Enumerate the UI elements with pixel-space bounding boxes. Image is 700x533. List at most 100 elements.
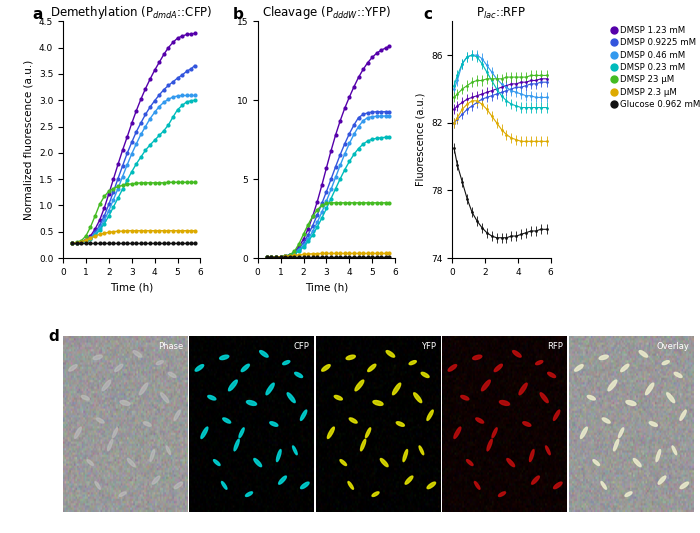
Ellipse shape bbox=[540, 393, 548, 402]
Ellipse shape bbox=[498, 492, 505, 496]
Ellipse shape bbox=[174, 482, 183, 489]
Ellipse shape bbox=[639, 351, 648, 357]
Ellipse shape bbox=[139, 383, 148, 395]
Ellipse shape bbox=[421, 373, 429, 377]
Ellipse shape bbox=[613, 439, 619, 451]
Ellipse shape bbox=[575, 365, 583, 371]
Ellipse shape bbox=[599, 355, 608, 360]
Ellipse shape bbox=[340, 459, 346, 465]
Ellipse shape bbox=[403, 449, 407, 462]
Ellipse shape bbox=[554, 482, 562, 489]
Ellipse shape bbox=[120, 400, 130, 406]
Ellipse shape bbox=[621, 364, 629, 372]
Ellipse shape bbox=[492, 428, 497, 438]
Ellipse shape bbox=[608, 380, 617, 391]
Ellipse shape bbox=[348, 481, 354, 489]
Ellipse shape bbox=[201, 427, 208, 439]
Ellipse shape bbox=[220, 355, 229, 360]
Ellipse shape bbox=[393, 383, 400, 395]
Ellipse shape bbox=[276, 449, 281, 462]
Text: a: a bbox=[33, 7, 43, 22]
Ellipse shape bbox=[96, 418, 104, 423]
Y-axis label: Fluorescence (a.u.): Fluorescence (a.u.) bbox=[416, 93, 426, 187]
Ellipse shape bbox=[279, 476, 286, 484]
Ellipse shape bbox=[554, 410, 560, 421]
Ellipse shape bbox=[466, 459, 473, 465]
Ellipse shape bbox=[658, 476, 666, 484]
Ellipse shape bbox=[519, 383, 527, 395]
Ellipse shape bbox=[368, 364, 376, 372]
Ellipse shape bbox=[626, 400, 636, 406]
Ellipse shape bbox=[119, 492, 126, 496]
Ellipse shape bbox=[487, 439, 492, 451]
Ellipse shape bbox=[512, 351, 522, 357]
Ellipse shape bbox=[587, 395, 596, 400]
Ellipse shape bbox=[427, 410, 433, 421]
Ellipse shape bbox=[523, 422, 531, 426]
Ellipse shape bbox=[409, 361, 416, 365]
Text: b: b bbox=[233, 7, 244, 22]
Ellipse shape bbox=[144, 422, 151, 426]
Ellipse shape bbox=[593, 459, 599, 465]
Ellipse shape bbox=[150, 449, 155, 462]
Ellipse shape bbox=[295, 373, 302, 377]
Ellipse shape bbox=[108, 439, 113, 451]
Text: Overlay: Overlay bbox=[657, 342, 689, 351]
Ellipse shape bbox=[174, 410, 181, 421]
Ellipse shape bbox=[300, 410, 307, 421]
Ellipse shape bbox=[287, 393, 295, 402]
Ellipse shape bbox=[228, 380, 237, 391]
Ellipse shape bbox=[127, 458, 135, 467]
Ellipse shape bbox=[634, 458, 641, 467]
Ellipse shape bbox=[373, 400, 383, 406]
Ellipse shape bbox=[283, 361, 290, 365]
Ellipse shape bbox=[81, 395, 90, 400]
Ellipse shape bbox=[246, 492, 253, 496]
Ellipse shape bbox=[168, 373, 176, 377]
Ellipse shape bbox=[270, 422, 278, 426]
Ellipse shape bbox=[531, 476, 540, 484]
Ellipse shape bbox=[475, 481, 480, 489]
Ellipse shape bbox=[266, 383, 274, 395]
Ellipse shape bbox=[680, 482, 689, 489]
Legend: DMSP 1.23 mM, DMSP 0.9225 mM, DMSP 0.46 mM, DMSP 0.23 mM, DMSP 23 μM, DMSP 2.3 μ: DMSP 1.23 mM, DMSP 0.9225 mM, DMSP 0.46 … bbox=[612, 26, 700, 109]
Ellipse shape bbox=[102, 380, 111, 391]
Ellipse shape bbox=[241, 364, 249, 372]
Ellipse shape bbox=[547, 373, 556, 377]
Ellipse shape bbox=[346, 355, 356, 360]
Ellipse shape bbox=[674, 373, 682, 377]
Ellipse shape bbox=[473, 355, 482, 360]
Ellipse shape bbox=[166, 446, 171, 455]
Ellipse shape bbox=[529, 449, 534, 462]
Ellipse shape bbox=[254, 458, 262, 467]
Text: CFP: CFP bbox=[294, 342, 310, 351]
Ellipse shape bbox=[349, 418, 357, 423]
Ellipse shape bbox=[365, 428, 371, 438]
Title: Demethylation (P$_{dmdA}$::CFP): Demethylation (P$_{dmdA}$::CFP) bbox=[50, 4, 213, 21]
Ellipse shape bbox=[300, 482, 309, 489]
Ellipse shape bbox=[545, 446, 550, 455]
Ellipse shape bbox=[601, 481, 606, 489]
Ellipse shape bbox=[214, 459, 220, 465]
Ellipse shape bbox=[69, 365, 77, 371]
Text: c: c bbox=[423, 7, 432, 22]
Ellipse shape bbox=[156, 361, 163, 365]
Text: d: d bbox=[48, 329, 59, 344]
Ellipse shape bbox=[414, 393, 421, 402]
Ellipse shape bbox=[662, 361, 669, 365]
Ellipse shape bbox=[645, 383, 654, 395]
Ellipse shape bbox=[260, 351, 268, 357]
Ellipse shape bbox=[221, 481, 227, 489]
Ellipse shape bbox=[461, 395, 469, 400]
Ellipse shape bbox=[87, 459, 94, 465]
Ellipse shape bbox=[454, 427, 461, 439]
Ellipse shape bbox=[223, 418, 231, 423]
Ellipse shape bbox=[650, 422, 657, 426]
Ellipse shape bbox=[666, 393, 675, 402]
Y-axis label: Normalized fluorescence (a.u.): Normalized fluorescence (a.u.) bbox=[23, 60, 34, 220]
Ellipse shape bbox=[500, 400, 510, 406]
Ellipse shape bbox=[360, 439, 365, 451]
Ellipse shape bbox=[113, 428, 118, 438]
Ellipse shape bbox=[602, 418, 610, 423]
Ellipse shape bbox=[322, 365, 330, 371]
